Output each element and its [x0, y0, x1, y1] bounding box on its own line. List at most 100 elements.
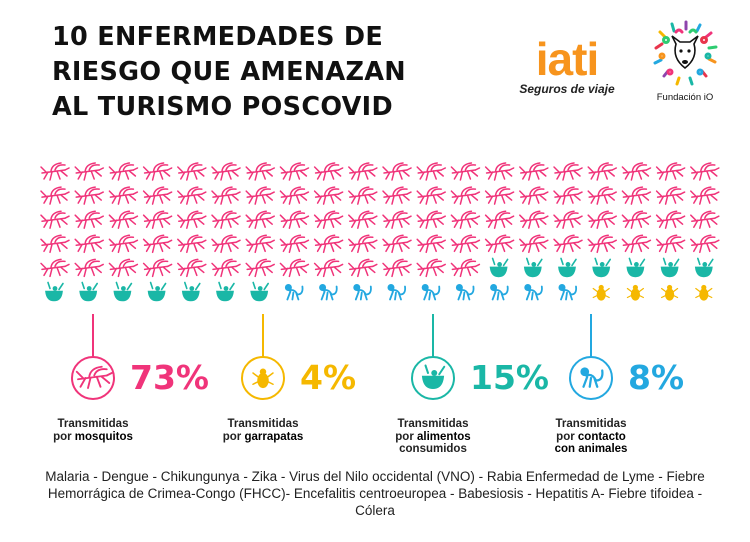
- mosquito-icon: [621, 162, 652, 181]
- food-icon: [113, 281, 133, 302]
- mosquito-icon: [211, 162, 241, 181]
- mosquito-icon: [245, 162, 275, 181]
- monkey-icon: [569, 356, 613, 400]
- mosquito-icon: [177, 186, 207, 205]
- mosquito-icon: [348, 234, 378, 254]
- monkey-icon: [455, 284, 475, 301]
- mosquito-icon: [382, 210, 412, 229]
- foundation-io-colorful-logo-icon: [653, 20, 718, 86]
- tick-icon: [695, 284, 713, 301]
- connector-line: [92, 314, 94, 357]
- mosquito-icon: [382, 234, 412, 254]
- mosquito-icon: [279, 186, 310, 205]
- mosquito-icon: [587, 186, 617, 205]
- mosquito-icon: [553, 186, 583, 205]
- title-line-1: 10 ENFERMEDADES DE: [52, 22, 384, 52]
- mosquito-icon: [621, 234, 652, 254]
- food-icon: [45, 281, 64, 302]
- mosquito-icon: [690, 186, 720, 205]
- mosquito-icon: [587, 162, 617, 181]
- mosquito-icon: [142, 234, 173, 254]
- mosquito-icon: [416, 210, 446, 229]
- mosquito-icon: [40, 186, 70, 205]
- mosquito-icon: [519, 186, 549, 205]
- mosquito-icon: [40, 210, 70, 229]
- iati-logo: iati Seguros de viaje: [512, 33, 622, 96]
- mosquito-icon: [108, 258, 139, 278]
- mosquito-icon: [587, 210, 617, 229]
- mosquito-icon: [40, 234, 70, 254]
- title-line-3: AL TURISMO POSCOVID: [52, 92, 393, 122]
- monkey-icon: [353, 284, 372, 301]
- mosquito-icon: [382, 258, 412, 278]
- mosquito-icon: [484, 234, 515, 254]
- mosquito-icon: [142, 186, 173, 205]
- mosquito-icon: [382, 162, 412, 181]
- mosquito-icon: [382, 186, 412, 205]
- connector-line: [590, 314, 592, 357]
- tick-icon: [626, 284, 645, 301]
- connector-line: [432, 314, 434, 357]
- food-icon: [660, 257, 680, 278]
- percent-animales: 8%: [628, 358, 685, 397]
- foundation-logo: Fundación iO: [640, 18, 730, 103]
- mosquito-icon: [484, 162, 515, 181]
- mosquito-icon: [245, 210, 275, 229]
- mosquito-icon: [74, 234, 104, 254]
- label-mosquitos: Transmitidas por mosquitos: [53, 418, 133, 443]
- mosquito-icon: [655, 186, 686, 205]
- mosquito-icon: [519, 162, 549, 181]
- monkey-icon: [558, 284, 578, 301]
- percent-garrapatas: 4%: [300, 358, 357, 397]
- iati-tagline: Seguros de viaje: [519, 82, 615, 96]
- mosquito-icon: [450, 162, 481, 181]
- monkey-icon: [490, 284, 509, 301]
- food-icon: [523, 257, 543, 278]
- mosquito-icon: [450, 210, 481, 229]
- mosquito-icon: [177, 234, 207, 254]
- mosquito-icon: [177, 210, 207, 229]
- label-garrapatas: Transmitidas por garrapatas: [222, 418, 304, 443]
- mosquito-icon: [177, 258, 207, 278]
- mosquito-icon: [142, 162, 173, 181]
- mosquito-icon: [553, 210, 583, 229]
- mosquito-icon: [211, 186, 241, 205]
- title-line-2: RIESGO QUE AMENAZAN: [52, 57, 406, 87]
- mosquito-icon: [74, 186, 104, 205]
- mosquito-icon: [348, 186, 378, 205]
- mosquito-icon: [313, 258, 344, 278]
- mosquito-icon: [245, 258, 275, 278]
- mosquito-icon: [655, 162, 686, 181]
- mosquito-icon: [142, 210, 173, 229]
- monkey-icon: [524, 284, 543, 301]
- mosquito-icon: [690, 210, 720, 229]
- mosquito-icon: [211, 234, 241, 254]
- percent-mosquitos: 73%: [130, 358, 209, 397]
- mosquito-icon: [40, 258, 70, 278]
- mosquito-icon: [74, 162, 104, 181]
- percent-alimentos: 15%: [470, 358, 549, 397]
- food-icon: [489, 257, 509, 278]
- mosquito-icon: [690, 162, 720, 181]
- mosquito-icon: [621, 210, 652, 229]
- mosquito-icon: [40, 162, 70, 181]
- mosquito-icon: [655, 210, 686, 229]
- mosquito-icon: [553, 234, 583, 254]
- mosquito-icon: [211, 210, 241, 229]
- tick-icon: [660, 284, 679, 301]
- iati-logo-text: iati: [535, 33, 599, 85]
- mosquito-icon: [245, 186, 275, 205]
- tick-icon: [592, 284, 610, 301]
- food-icon: [250, 281, 270, 302]
- connector-line: [262, 314, 264, 357]
- mosquito-icon: [108, 162, 139, 181]
- food-icon: [626, 257, 646, 278]
- food-icon: [79, 281, 98, 302]
- mosquito-icon: [348, 258, 378, 278]
- tick-icon: [241, 356, 285, 400]
- mosquito-icon: [416, 258, 446, 278]
- diseases-list: Malaria - Dengue - Chikungunya - Zika - …: [45, 469, 705, 518]
- food-icon: [181, 281, 201, 302]
- food-icon: [147, 281, 167, 302]
- mosquito-icon: [519, 234, 549, 254]
